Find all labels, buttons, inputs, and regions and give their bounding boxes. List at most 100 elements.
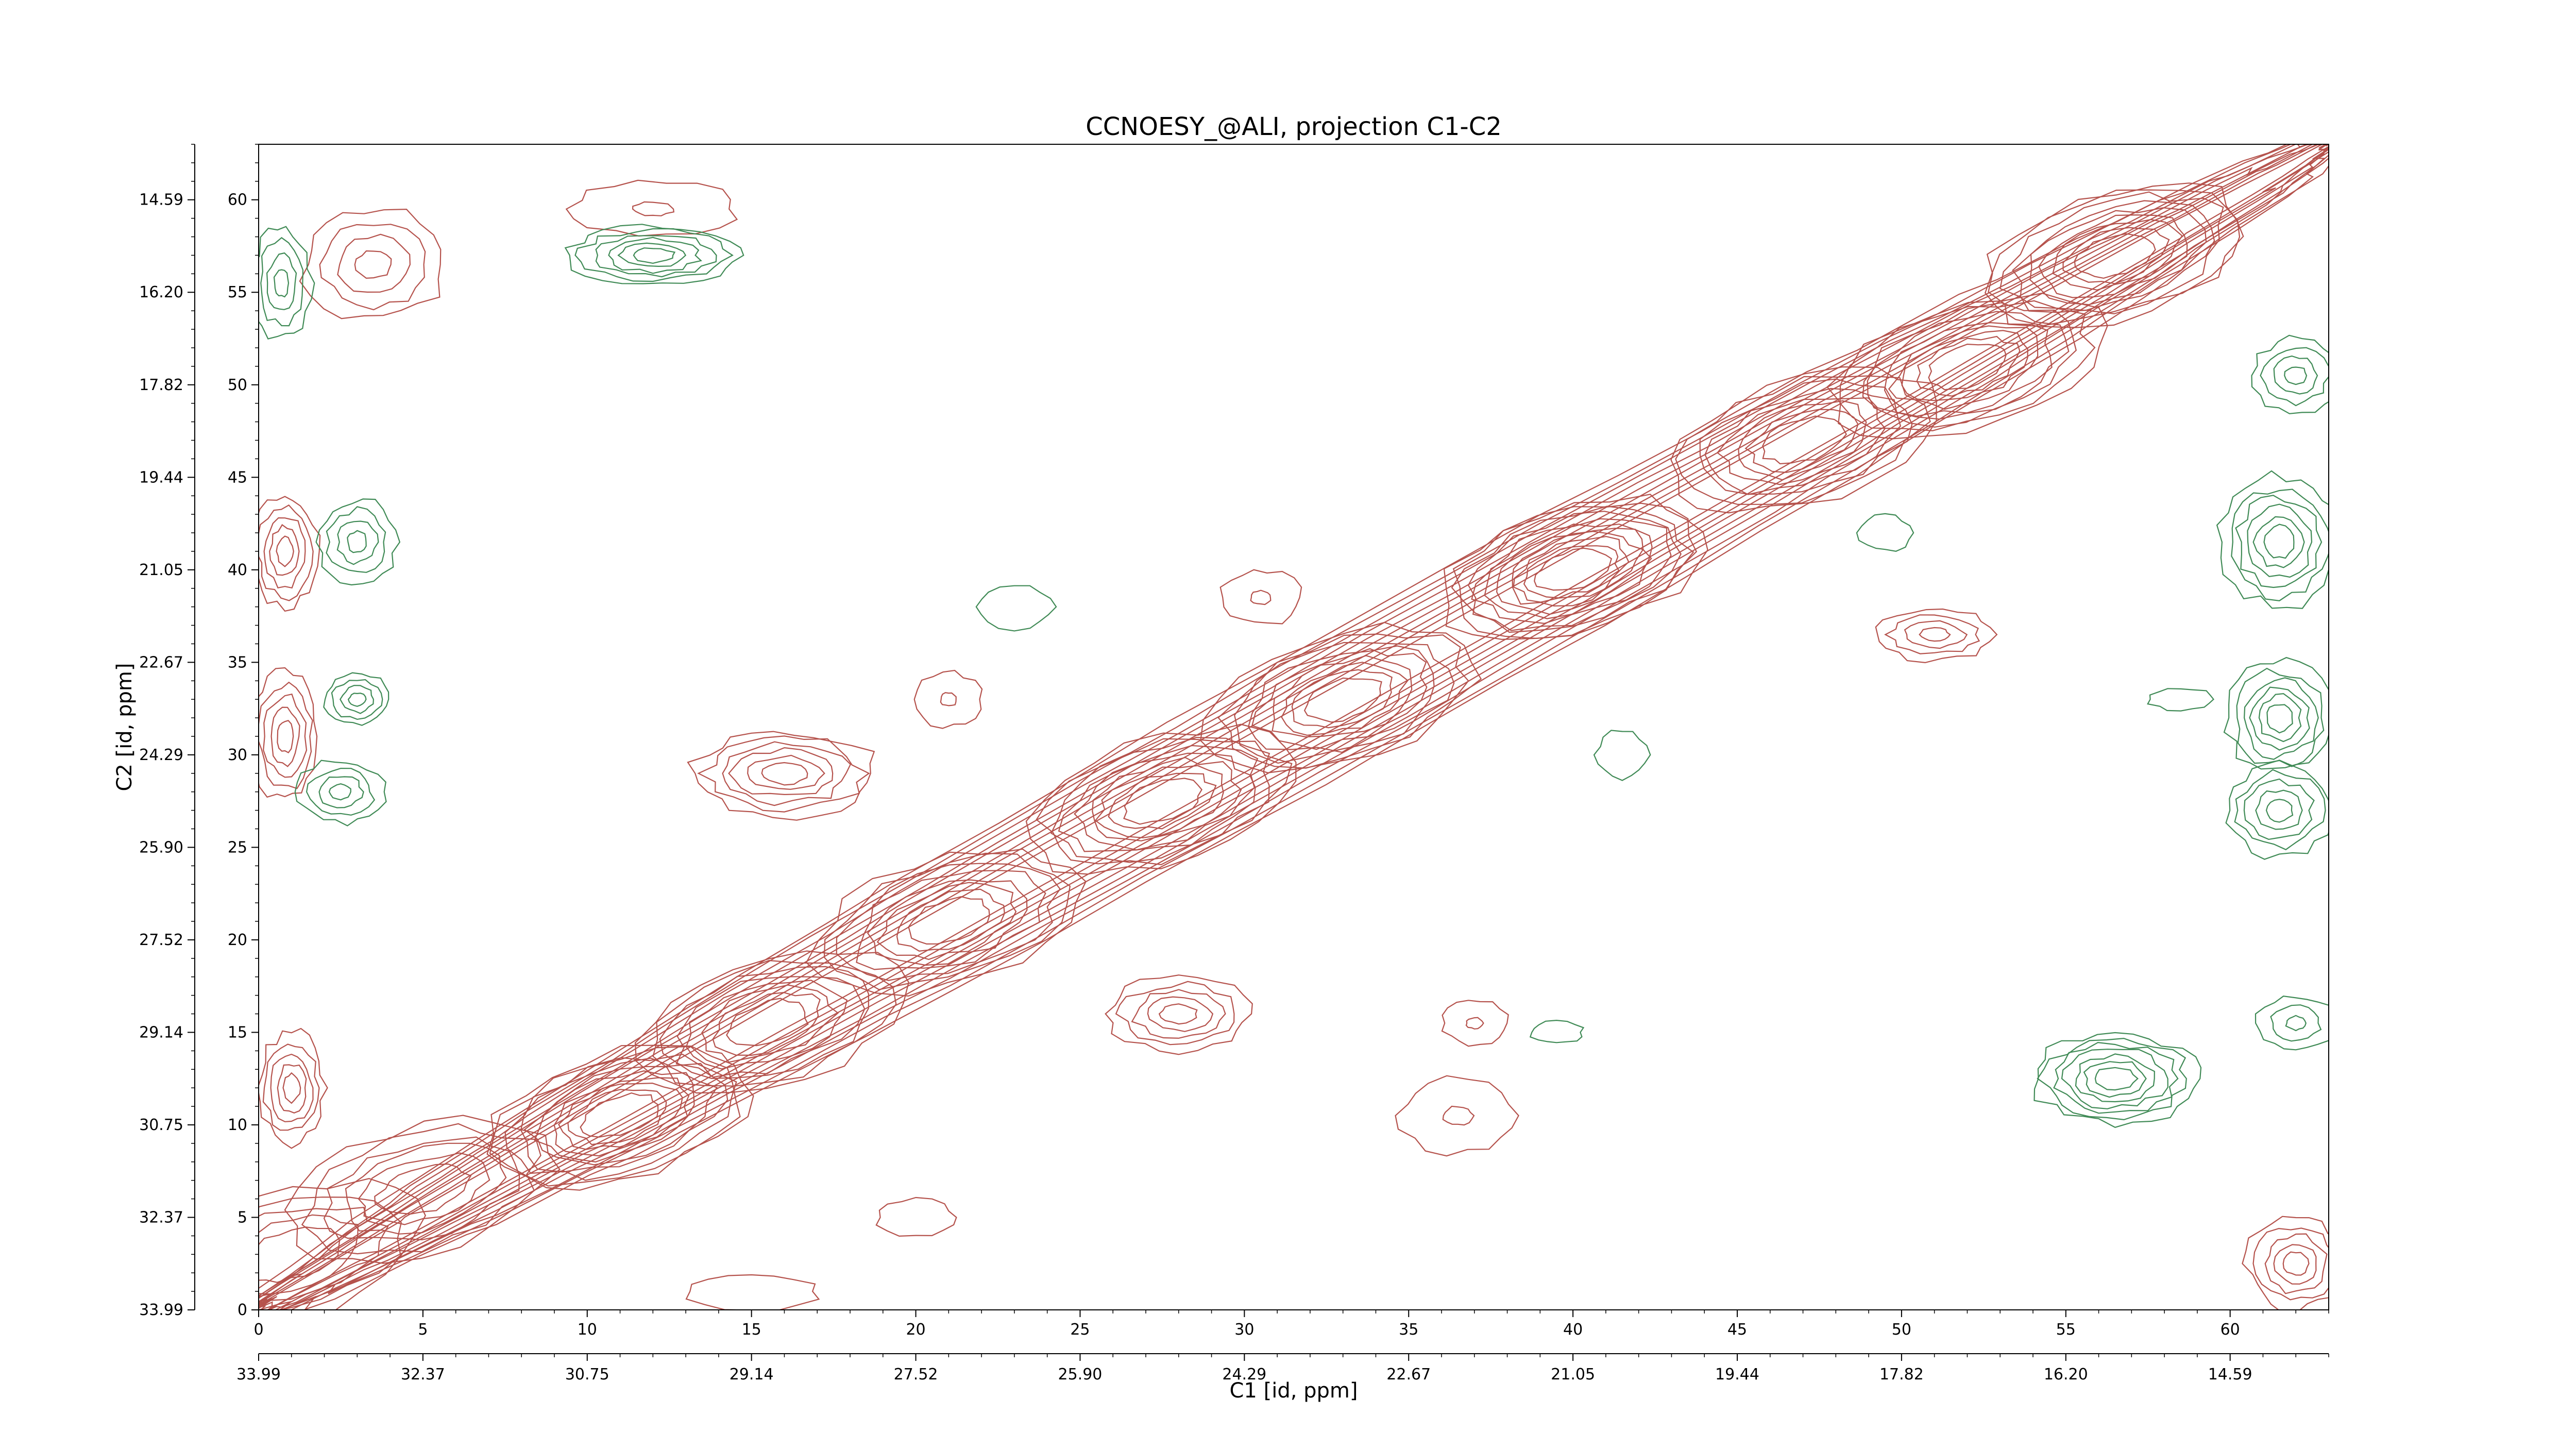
positive-cross-peak-contour: [276, 535, 294, 567]
negative-cross-peak-contour: [2273, 355, 2318, 395]
positive-cross-peak-contour: [697, 735, 870, 813]
diagonal-peak-contour: [553, 1077, 690, 1157]
negative-cross-peak-contour: [2260, 347, 2329, 407]
diagonal-peak-contour: [1123, 778, 1202, 825]
diagonal-peak-contour: [2052, 218, 2183, 291]
diagonal-peak-contour: [323, 1136, 520, 1241]
y-tick-label: 25: [228, 838, 247, 856]
diagonal-peak-contour: [1058, 745, 1259, 852]
positive-cross-peak-contour: [1441, 1000, 1509, 1047]
x-ppm-tick-label: 16.20: [2044, 1366, 2088, 1384]
x-tick-label: 40: [1563, 1321, 1583, 1339]
diagonal-peak-contour: [358, 1152, 490, 1225]
negative-cross-peak-contour: [2147, 688, 2215, 712]
negative-cross-peak-contour: [2083, 1061, 2147, 1098]
diagonal-peak-contour: [567, 1089, 667, 1145]
x-tick-label: 5: [418, 1321, 428, 1339]
diagonal-peak-contour: [259, 1178, 427, 1310]
diagonal-peak-contour: [1108, 772, 1217, 830]
positive-cross-peak-contour: [277, 720, 294, 754]
positive-cross-peak-contour: [632, 201, 675, 216]
diagonal-peak-contour: [652, 959, 897, 1087]
diagonal-peak-contour: [1699, 378, 1913, 495]
diagonal-peak-contour: [1074, 752, 1256, 851]
x-ppm-tick-label: 27.52: [894, 1366, 938, 1384]
diagonal-peak-contour: [1050, 736, 1270, 863]
diagonal-peak-contour: [896, 888, 1005, 952]
x-tick-label: 30: [1234, 1321, 1254, 1339]
diagonal-peak-contour: [1826, 292, 2108, 440]
diagonal-peak-contour: [1272, 655, 1413, 738]
diagonal-peak-contour: [1704, 387, 1902, 495]
negative-cross-peak-contour: [2255, 789, 2303, 830]
negative-cross-peak-contour: [2249, 686, 2310, 751]
negative-cross-peak-contour: [2223, 656, 2329, 770]
positive-cross-peak-contour: [747, 754, 825, 790]
diagonal-peak-contour: [685, 980, 848, 1070]
diagonal-peak-contour: [1248, 645, 1435, 753]
diagonal-peak-contour: [259, 1226, 341, 1283]
diagonal-peak-contour: [259, 1197, 402, 1310]
negative-cross-peak-contour: [2255, 996, 2329, 1051]
negative-cross-peak-contour: [315, 498, 401, 586]
diagonal-peak-contour: [1901, 330, 2028, 401]
diagonal-peak-contour: [520, 1057, 728, 1173]
positive-cross-peak-contour: [1884, 614, 1980, 654]
positive-cross-peak-contour: [1105, 974, 1253, 1055]
negative-cross-peak-contour: [336, 520, 379, 565]
diagonal-peak-contour: [805, 848, 1087, 997]
y-tick-label: 0: [238, 1301, 247, 1319]
positive-cross-peak-contour: [1919, 627, 1951, 642]
x-ppm-tick-label: 30.75: [565, 1366, 609, 1384]
x-axis-label: C1 [id, ppm]: [1230, 1379, 1358, 1403]
diagonal-peak-contour: [1094, 765, 1224, 838]
diagonal-peak-contour: [1200, 621, 1482, 773]
diagonal-peak-contour: [1036, 738, 1293, 866]
positive-cross-peak-contour: [1131, 989, 1226, 1039]
diagonal-ridge-contour: [259, 144, 2329, 1310]
positive-cross-peak-contour: [337, 233, 411, 293]
positive-cross-peak-contour: [1115, 981, 1235, 1046]
negative-cross-peak-contour: [2231, 488, 2329, 601]
negative-cross-peak-contour: [2258, 693, 2302, 743]
diagonal-peak-contour: [504, 1053, 737, 1181]
x-ppm-tick-label: 14.59: [2208, 1366, 2252, 1384]
y-tick-label: 45: [228, 468, 247, 486]
chart-title: CCNOESY_@ALI, projection C1-C2: [1086, 112, 1502, 141]
positive-cross-peak-contour: [263, 693, 308, 778]
diagonal-peak-contour: [867, 879, 1028, 966]
diagonal-peak-contour: [486, 1044, 754, 1191]
negative-cross-peak-contour: [1593, 730, 1651, 781]
x-tick-label: 60: [2221, 1321, 2240, 1339]
x-ppm-tick-label: 17.82: [1879, 1366, 1924, 1384]
positive-cross-peak-contour: [2252, 1227, 2329, 1301]
diagonal-peak-contour: [725, 998, 809, 1047]
x-ppm-tick-label: 19.44: [1715, 1366, 1759, 1384]
diagonal-peak-contour: [1839, 300, 2096, 432]
diagonal-peak-contour: [1670, 366, 1937, 514]
positive-cross-peak-contour: [685, 1274, 820, 1310]
diagonal-peak-contour: [301, 1123, 541, 1255]
negative-cross-peak-contour: [318, 776, 364, 808]
negative-cross-peak-contour: [259, 226, 315, 340]
x-tick-label: 55: [2056, 1321, 2076, 1339]
x-tick-label: 10: [578, 1321, 597, 1339]
y-tick-label: 60: [228, 191, 247, 209]
diagonal-peak-contour: [823, 852, 1071, 990]
positive-cross-peak-contour: [262, 1043, 320, 1131]
diagonal-peak-contour: [345, 1142, 507, 1235]
positive-cross-peak-contour: [1147, 996, 1214, 1032]
negative-cross-peak-contour: [1856, 513, 1914, 552]
y-ppm-tick-label: 16.20: [139, 283, 183, 301]
negative-cross-peak-contour: [2037, 1037, 2187, 1121]
positive-cross-peak-contour: [1904, 620, 1968, 649]
diagonal-peak-contour: [1467, 511, 1682, 631]
positive-cross-peak-contour: [2282, 1251, 2310, 1276]
negative-cross-peak-contour: [2285, 1015, 2307, 1032]
positive-cross-peak-contour: [913, 669, 983, 729]
positive-cross-peak-contour: [277, 1064, 307, 1114]
y-tick-label: 50: [228, 376, 247, 394]
positive-cross-peak-contour: [1875, 608, 1998, 664]
negative-cross-peak-contour: [2266, 704, 2293, 734]
